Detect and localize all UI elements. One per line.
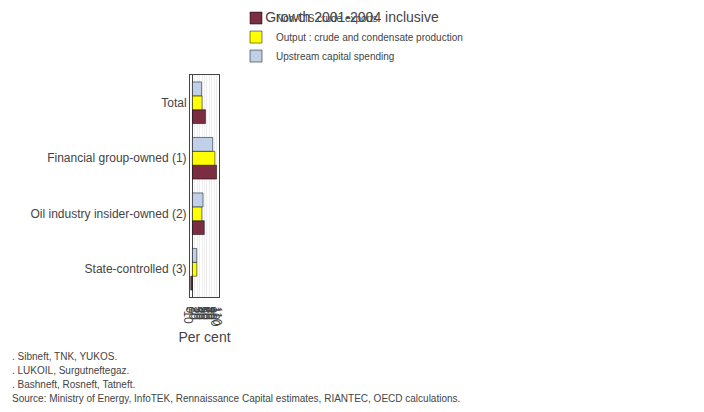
svg-text:. Bashneft, Rosneft, Tatneft.: . Bashneft, Rosneft, Tatneft. [12,379,135,390]
svg-text:Total: Total [161,96,186,110]
svg-text:70: 70 [200,306,214,320]
svg-text:Growth 2001-2004 inclusive: Growth 2001-2004 inclusive [265,9,439,25]
svg-text:Output : crude and condensate: Output : crude and condensate production [276,32,463,43]
svg-text:0: 0 [183,306,197,313]
svg-text:. LUKOIL, Surgutneftegaz.: . LUKOIL, Surgutneftegaz. [12,365,129,376]
svg-text:60: 60 [198,306,212,320]
svg-text:90: 90 [205,306,219,320]
svg-text:80: 80 [203,306,217,320]
svg-text:30: 30 [191,306,205,320]
svg-text:Upstream capital spending: Upstream capital spending [276,51,394,62]
svg-text:50: 50 [196,306,210,320]
svg-text:10: 10 [186,306,200,320]
svg-text:Non-CIS crude exports: Non-CIS crude exports [276,13,378,24]
svg-text:Per cent: Per cent [178,329,230,345]
svg-text:110: 110 [210,306,224,325]
svg-text:Financial group-owned (1): Financial group-owned (1) [47,151,186,165]
svg-text:State-controlled (3): State-controlled (3) [85,262,187,276]
svg-text:100: 100 [208,306,222,326]
svg-text:Source: Ministry of Energy, In: Source: Ministry of Energy, InfoTEK, Ren… [12,393,460,404]
svg-text:-10: -10 [181,306,195,324]
svg-text:. Sibneft, TNK, YUKOS.: . Sibneft, TNK, YUKOS. [12,351,117,362]
svg-text:40: 40 [193,306,207,320]
svg-text:20: 20 [188,306,202,320]
svg-text:Oil industry insider-owned (2): Oil industry insider-owned (2) [31,207,187,221]
